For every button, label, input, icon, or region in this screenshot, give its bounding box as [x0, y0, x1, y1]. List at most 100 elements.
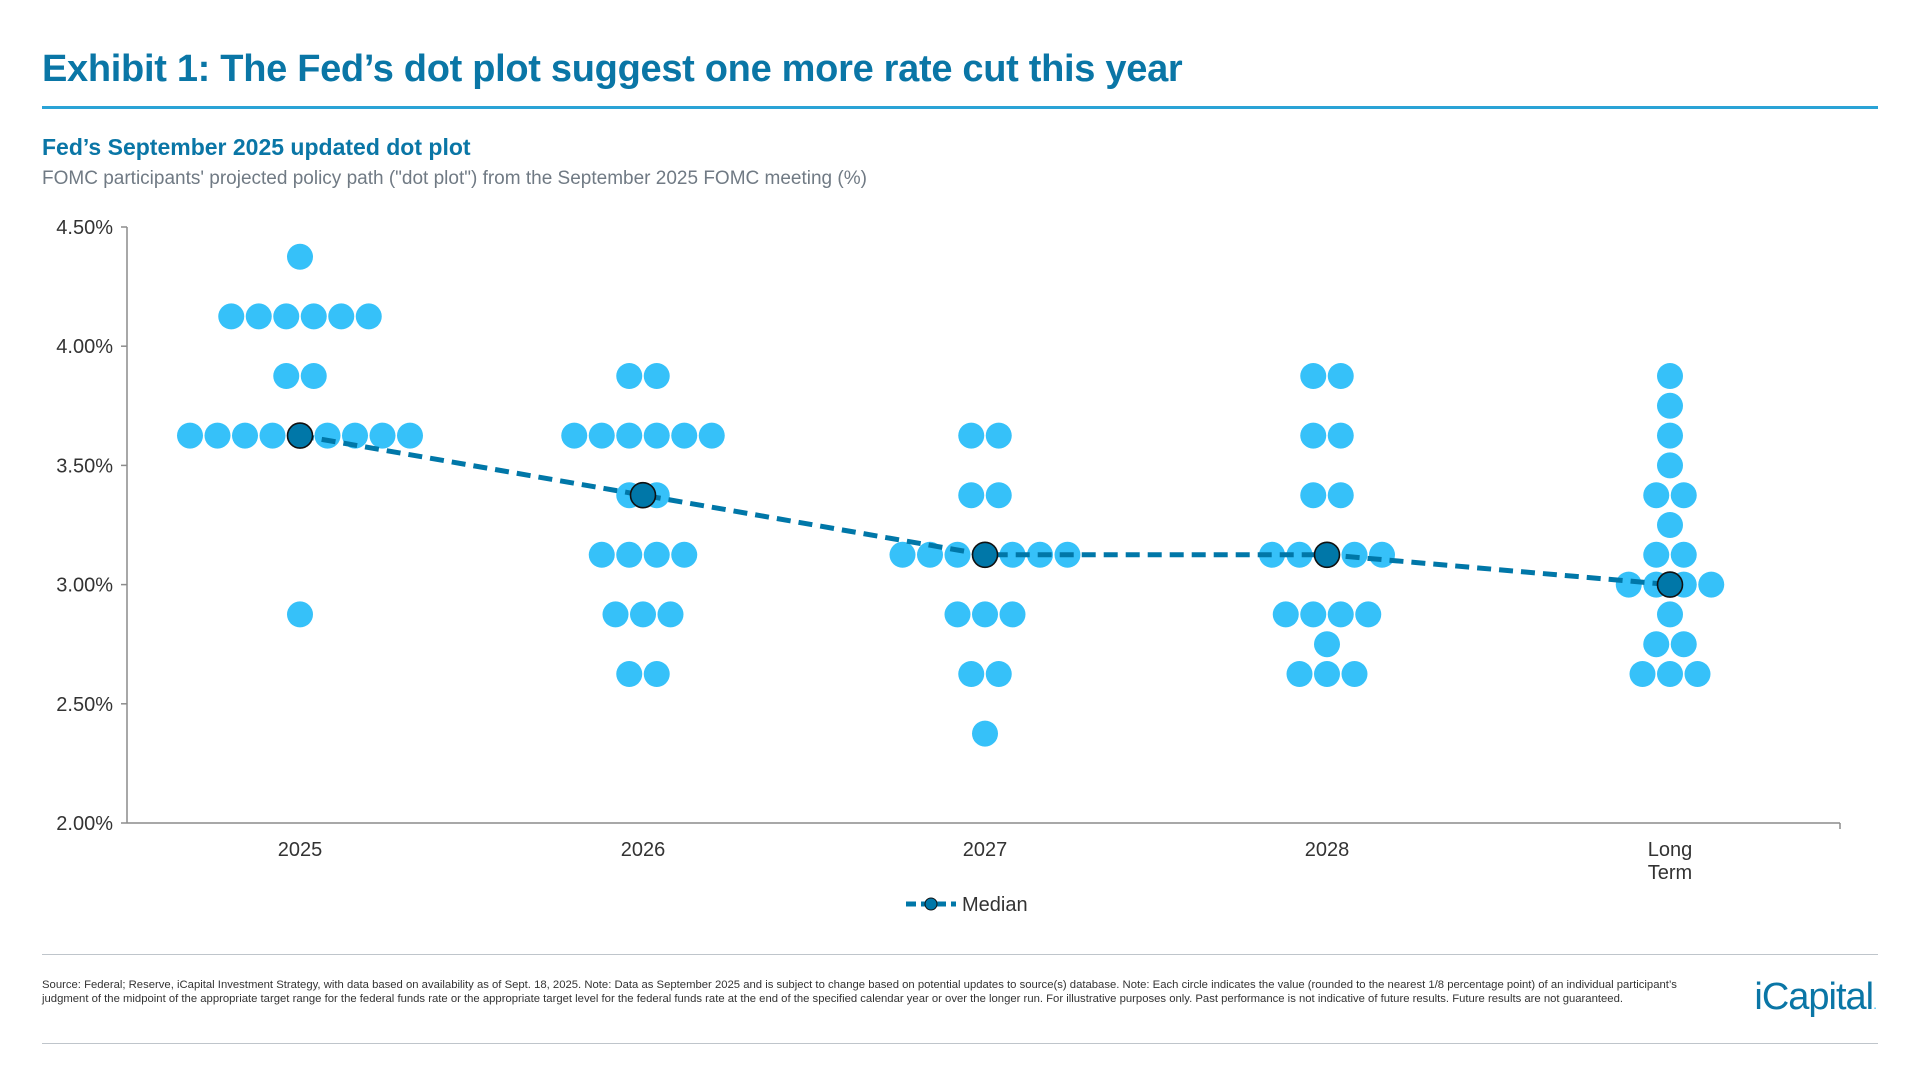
participant-dot — [643, 661, 670, 687]
participant-dot — [616, 363, 643, 389]
participant-dot — [1657, 661, 1683, 687]
participant-dot — [1300, 482, 1327, 509]
participant-dot — [273, 303, 300, 330]
participant-dot — [204, 422, 231, 449]
participant-dot — [958, 422, 985, 449]
participant-dot — [602, 601, 629, 628]
participant-dot — [314, 422, 341, 449]
participant-dot — [1643, 631, 1670, 658]
participant-dot — [1615, 571, 1642, 598]
participant-dot — [985, 661, 1012, 687]
y-tick-label: 2.50% — [56, 694, 113, 716]
participant-dot — [616, 541, 643, 568]
participant-dot — [1327, 363, 1354, 389]
participant-dot — [273, 363, 300, 389]
participant-dot — [958, 482, 985, 509]
x-tick-label: 2026 — [621, 839, 666, 861]
median-marker — [1656, 571, 1684, 598]
participant-dot — [698, 422, 725, 449]
participant-dot — [972, 720, 998, 747]
participant-dot — [397, 422, 423, 449]
participant-dot — [1369, 541, 1395, 568]
median-marker — [629, 481, 657, 509]
participant-dot — [671, 541, 698, 568]
footer-divider-bottom — [42, 1043, 1878, 1044]
participant-dot — [177, 422, 203, 449]
participant-dot — [985, 482, 1012, 509]
legend-median-label: Median — [962, 894, 1028, 916]
participant-dot — [1657, 452, 1683, 479]
participant-dot — [944, 601, 971, 628]
y-tick-label: 3.00% — [56, 575, 113, 597]
y-tick-label: 2.00% — [56, 813, 113, 835]
icapital-logo: iCapital. — [1754, 976, 1877, 1018]
participant-dot — [630, 601, 656, 628]
participant-dot — [218, 303, 245, 330]
participant-dot — [328, 303, 355, 330]
dot-plot-chart: 2.00% 2.50% 3.00% 3.50% 4.00% 4.50% 2025 2026 20… — [56, 217, 1841, 916]
title-divider — [42, 106, 1878, 109]
participant-dot — [671, 422, 698, 449]
participant-dot — [355, 303, 382, 330]
participant-dot — [643, 541, 670, 568]
chart-subtitle: Fed’s September 2025 updated dot plot — [42, 134, 471, 160]
participant-dot — [300, 303, 327, 330]
participant-dot — [588, 541, 615, 568]
participant-dot — [1629, 661, 1656, 687]
legend-median-marker — [924, 897, 938, 911]
participant-dot — [1314, 631, 1340, 658]
x-tick-label: 2027 — [963, 839, 1008, 861]
participant-dot — [985, 422, 1012, 449]
participant-dot — [1355, 601, 1382, 628]
participant-dot — [287, 601, 313, 628]
participant-dot — [245, 303, 272, 330]
participant-dot — [889, 541, 916, 568]
participant-dot — [1657, 363, 1683, 389]
participant-dot — [1657, 601, 1683, 628]
chart-description: FOMC participants' projected policy path… — [42, 168, 867, 189]
y-tick-label: 4.00% — [56, 336, 113, 358]
participant-dot — [1272, 601, 1299, 628]
participant-dot — [1643, 541, 1670, 568]
participant-dot — [232, 422, 258, 449]
participant-dot — [657, 601, 684, 628]
participant-dot — [1643, 482, 1670, 509]
participant-dot — [1657, 392, 1683, 419]
x-tick-label: 2028 — [1305, 839, 1350, 861]
participant-dot — [1300, 363, 1327, 389]
participant-dot — [287, 243, 313, 270]
logo-text: iCapital — [1754, 976, 1874, 1018]
y-tick-label: 3.50% — [56, 455, 113, 477]
participant-dot — [944, 541, 971, 568]
participant-dot — [643, 422, 670, 449]
median-marker — [1313, 541, 1341, 569]
participant-dot — [616, 661, 643, 687]
x-tick-label: Term — [1648, 862, 1692, 884]
participant-dot — [1327, 482, 1354, 509]
exhibit-title: Exhibit 1: The Fed’s dot plot suggest on… — [42, 48, 1183, 90]
participant-dot — [999, 601, 1026, 628]
participant-dot — [1300, 422, 1327, 449]
participant-dot — [1286, 661, 1313, 687]
participant-dot — [1327, 601, 1354, 628]
participant-dot — [958, 661, 985, 687]
participant-dot — [1670, 541, 1697, 568]
participant-dot — [300, 363, 327, 389]
participant-dot — [1657, 512, 1683, 538]
participant-dot — [1286, 541, 1313, 568]
source-footnote: Source: Federal; Reserve, iCapital Inves… — [42, 979, 1677, 1005]
median-marker — [286, 422, 314, 449]
participant-dot — [1341, 661, 1368, 687]
participant-dot — [1698, 571, 1725, 598]
participant-dot — [999, 541, 1026, 568]
participant-dot — [561, 422, 588, 449]
participant-dot — [972, 601, 998, 628]
participant-dot — [643, 363, 670, 389]
x-tick-label: Long — [1648, 839, 1693, 861]
participant-dot — [1670, 631, 1697, 658]
participant-dot — [259, 422, 286, 449]
participant-dot — [1657, 422, 1683, 449]
median-marker — [971, 541, 999, 569]
participant-dot — [1314, 661, 1340, 687]
participant-dot — [1300, 601, 1327, 628]
